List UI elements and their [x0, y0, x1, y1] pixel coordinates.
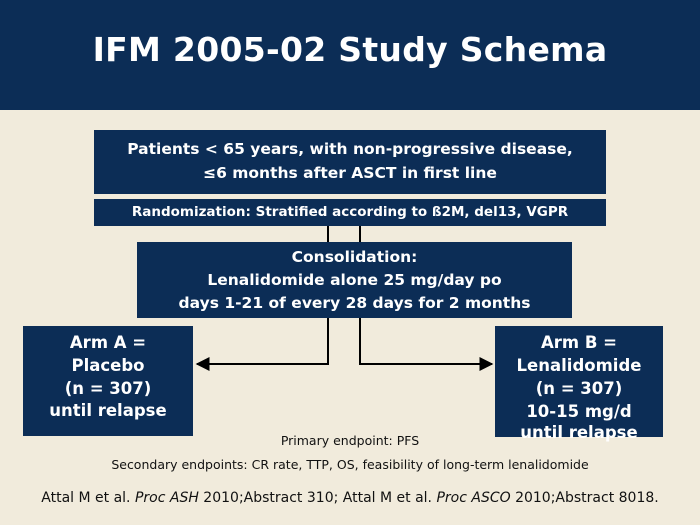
- primary-endpoint: Primary endpoint: PFS: [280, 433, 420, 448]
- citation: Attal M et al. Proc ASH 2010;Abstract 31…: [0, 490, 700, 506]
- citation-journal-1: Proc ASH: [134, 490, 199, 506]
- arm-a-line-4: until relapse: [49, 401, 167, 421]
- citation-part-3: 2010;Abstract 8018.: [510, 490, 659, 506]
- patients-line-2: ≤6 months after ASCT in first line: [203, 164, 497, 183]
- arm-a-box: Arm A = Placebo (n = 307) until relapse: [23, 326, 193, 436]
- page-title: IFM 2005-02 Study Schema: [92, 30, 608, 69]
- arrow-to-arm-b: [359, 318, 494, 371]
- randomization-box: Randomization: Stratified according to ß…: [94, 199, 606, 226]
- citation-journal-2: Proc ASCO: [436, 490, 511, 506]
- consolidation-box: Consolidation: Lenalidomide alone 25 mg/…: [137, 242, 572, 318]
- consolidation-line-2: Lenalidomide alone 25 mg/day po: [207, 270, 502, 289]
- patients-box: Patients < 65 years, with non-progressiv…: [94, 130, 606, 194]
- arm-a-line-1: Arm A =: [69, 333, 147, 352]
- arm-b-line-1: Arm B =: [541, 333, 617, 352]
- citation-part-1: Attal M et al.: [41, 490, 135, 506]
- consolidation-line-1: Consolidation:: [291, 248, 418, 266]
- arrow-to-arm-a: [195, 318, 329, 371]
- arm-b-line-5: until relapse: [520, 422, 638, 442]
- arm-a-line-2: Placebo: [71, 355, 145, 375]
- arm-a-line-3: (n = 307): [64, 378, 152, 398]
- title-banner: IFM 2005-02 Study Schema: [0, 0, 700, 110]
- arm-b-line-3: (n = 307): [535, 378, 623, 398]
- secondary-endpoints: Secondary endpoints: CR rate, TTP, OS, f…: [111, 457, 589, 472]
- arm-b-line-4: 10-15 mg/d: [526, 402, 632, 422]
- arm-b-box: Arm B = Lenalidomide (n = 307) 10-15 mg/…: [495, 326, 663, 440]
- arm-b-line-2: Lenalidomide: [516, 355, 642, 375]
- citation-part-2: 2010;Abstract 310; Attal M et al.: [198, 490, 437, 506]
- consolidation-line-3: days 1-21 of every 28 days for 2 months: [178, 293, 531, 312]
- patients-line-1: Patients < 65 years, with non-progressiv…: [127, 140, 573, 158]
